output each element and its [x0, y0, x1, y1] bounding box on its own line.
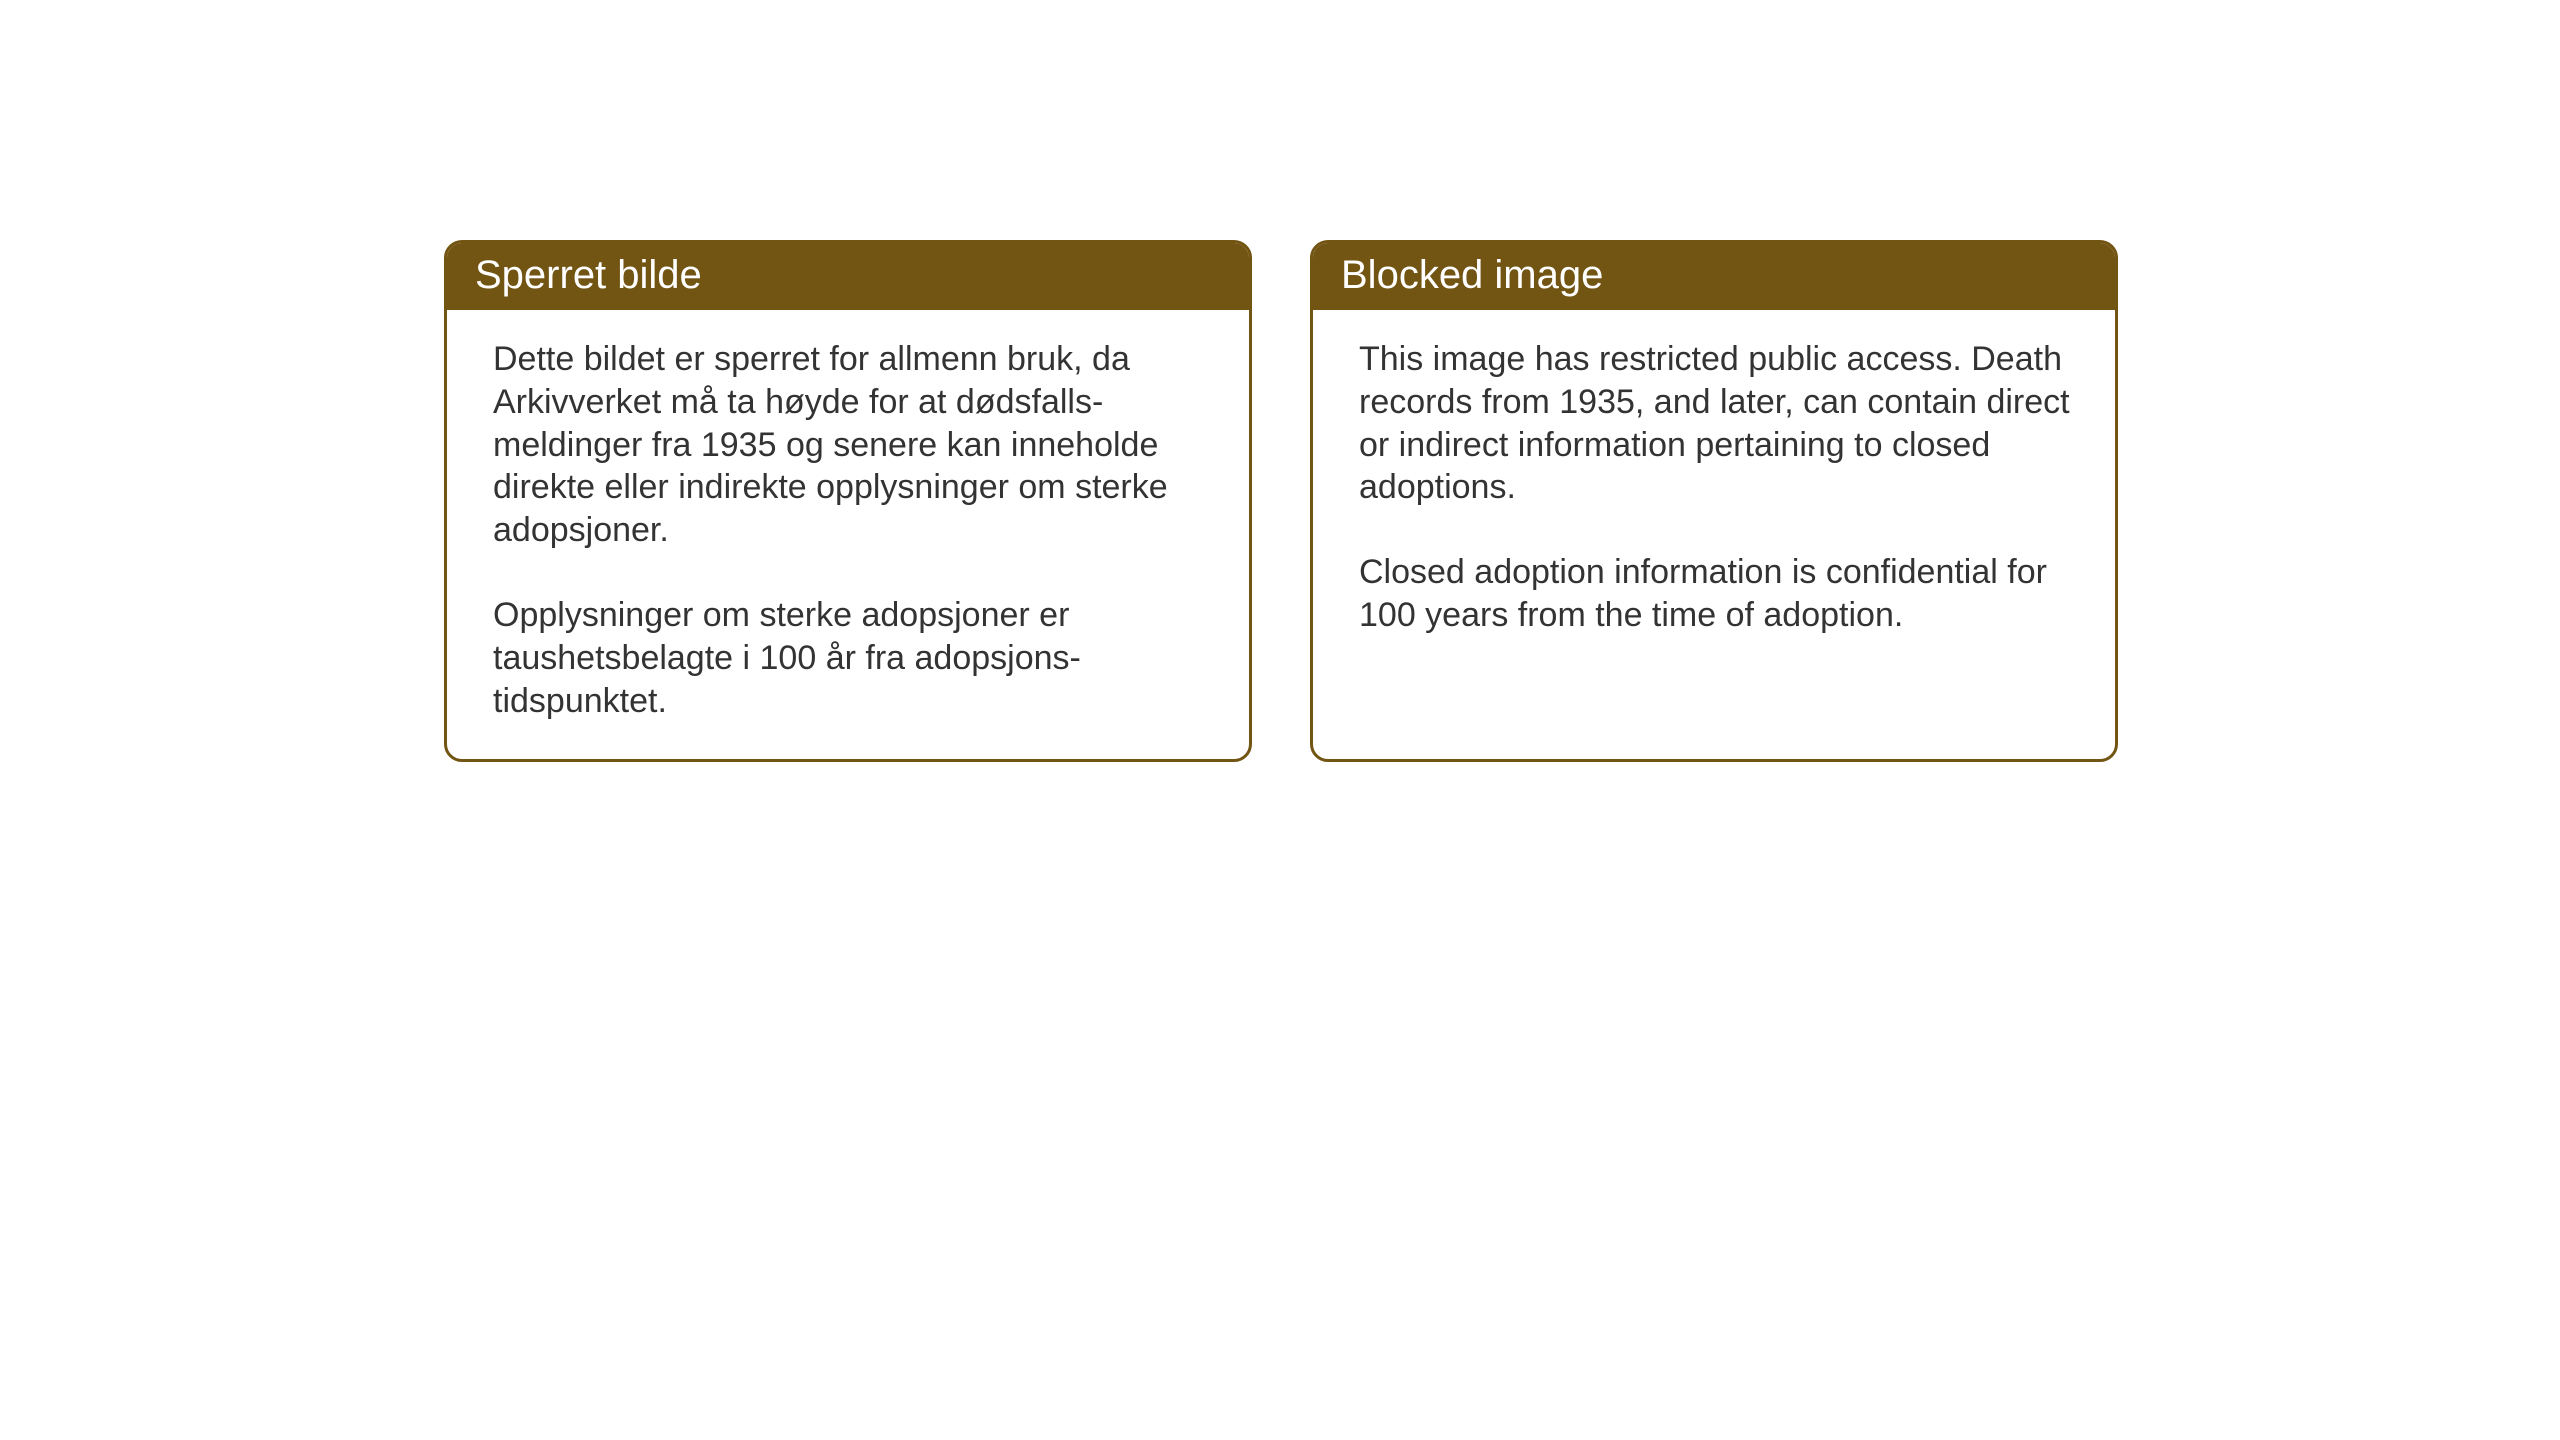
card-paragraph: This image has restricted public access.… — [1359, 338, 2075, 509]
card-title: Blocked image — [1341, 253, 1603, 297]
card-header-english: Blocked image — [1313, 243, 2115, 310]
card-body-english: This image has restricted public access.… — [1313, 310, 2115, 673]
card-body-norwegian: Dette bildet er sperret for allmenn bruk… — [447, 310, 1249, 759]
card-paragraph: Opplysninger om sterke adopsjoner er tau… — [493, 594, 1209, 722]
card-title: Sperret bilde — [475, 253, 702, 297]
notice-card-english: Blocked image This image has restricted … — [1310, 240, 2118, 762]
notice-container: Sperret bilde Dette bildet er sperret fo… — [444, 240, 2118, 762]
card-paragraph: Closed adoption information is confident… — [1359, 551, 2075, 637]
card-paragraph: Dette bildet er sperret for allmenn bruk… — [493, 338, 1209, 552]
card-header-norwegian: Sperret bilde — [447, 243, 1249, 310]
notice-card-norwegian: Sperret bilde Dette bildet er sperret fo… — [444, 240, 1252, 762]
